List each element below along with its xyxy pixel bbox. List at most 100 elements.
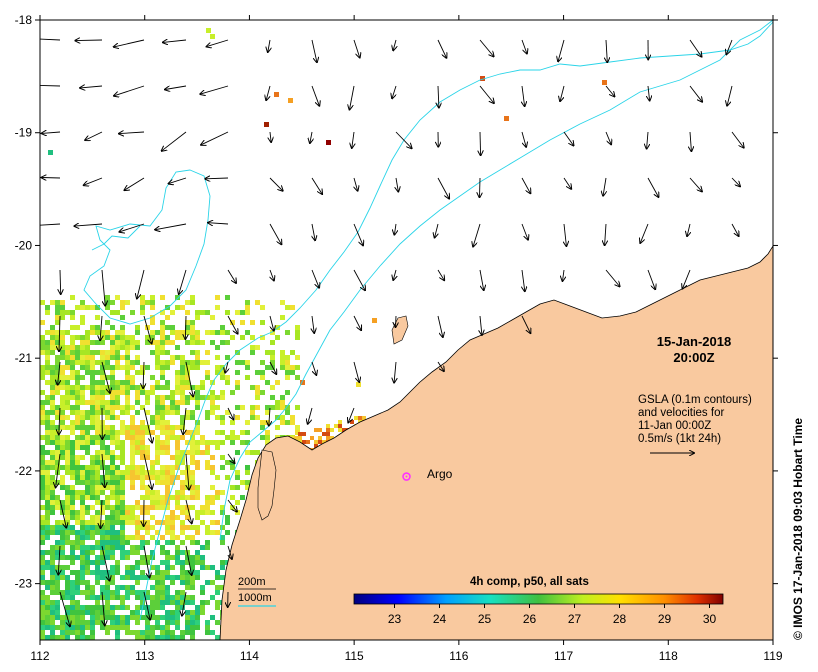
sst-cell: [220, 330, 225, 335]
sst-cell: [95, 340, 100, 345]
sst-cell: [175, 400, 180, 405]
sst-cell: [120, 490, 125, 495]
sst-cell: [195, 450, 200, 455]
sst-cell: [285, 360, 290, 365]
sst-cell: [80, 315, 85, 320]
sst-cell: [70, 570, 75, 575]
sst-cell: [85, 410, 90, 415]
sst-cell: [40, 365, 45, 370]
sst-cell: [195, 610, 200, 615]
sst-cell: [90, 370, 95, 375]
sst-cell: [45, 520, 50, 525]
sst-cell: [120, 355, 125, 360]
sst-pixel: [356, 382, 361, 387]
sst-cell: [170, 470, 175, 475]
sst-cell: [40, 540, 45, 545]
sst-cell: [45, 350, 50, 355]
sst-cell: [165, 575, 170, 580]
sst-cell: [45, 620, 50, 625]
sst-pixel: [372, 318, 377, 323]
colorbar-tick-label: 24: [433, 612, 447, 626]
sst-cell: [135, 430, 140, 435]
sst-cell: [45, 485, 50, 490]
sst-cell: [40, 390, 45, 395]
sst-cell: [145, 560, 150, 565]
sst-cell-warm: [338, 420, 342, 424]
sst-cell: [85, 490, 90, 495]
sst-cell: [90, 410, 95, 415]
sst-cell: [65, 445, 70, 450]
sst-cell: [100, 510, 105, 515]
sst-cell: [90, 610, 95, 615]
sst-cell: [85, 370, 90, 375]
sst-cell: [40, 565, 45, 570]
sst-cell: [170, 330, 175, 335]
sst-cell: [105, 455, 110, 460]
sst-cell: [230, 485, 235, 490]
sst-cell: [100, 450, 105, 455]
velocity-arrow: [120, 223, 145, 232]
sst-cell: [40, 505, 45, 510]
velocity-arrow: [683, 269, 691, 289]
sst-cell: [110, 515, 115, 520]
sst-cell: [110, 610, 115, 615]
sst-cell: [45, 420, 50, 425]
sst-cell: [110, 355, 115, 360]
sst-cell: [95, 325, 100, 330]
sst-cell: [45, 450, 50, 455]
plot-frame: [39, 19, 774, 641]
sst-cell: [85, 520, 90, 525]
sst-cell: [170, 540, 175, 545]
sst-cell: [90, 545, 95, 550]
sst-cell: [270, 340, 275, 345]
sst-cell: [75, 455, 80, 460]
sst-cell: [130, 510, 135, 515]
sst-cell: [45, 460, 50, 465]
sst-cell: [85, 620, 90, 625]
sst-cell: [120, 445, 125, 450]
sst-cell: [155, 635, 160, 640]
sst-cell: [185, 320, 190, 325]
sst-cell: [60, 425, 65, 430]
map-time: 20:00Z: [673, 350, 715, 365]
sst-cell: [55, 425, 60, 430]
sst-cell: [170, 565, 175, 570]
sst-cell: [170, 310, 175, 315]
sst-cell: [125, 575, 130, 580]
sst-cell: [195, 550, 200, 555]
velocity-arrow: [201, 131, 229, 145]
sst-cell: [165, 350, 170, 355]
sst-cell: [55, 625, 60, 630]
sst-cell: [185, 620, 190, 625]
sst-cell: [125, 350, 130, 355]
sst-cell: [60, 615, 65, 620]
sst-cell: [150, 375, 155, 380]
velocity-arrow: [311, 177, 322, 194]
sst-cell: [100, 560, 105, 565]
sst-cell: [160, 500, 165, 505]
sst-cell: [200, 385, 205, 390]
sst-cell: [130, 550, 135, 555]
sst-cell: [140, 455, 145, 460]
sst-cell: [70, 600, 75, 605]
sst-cell: [180, 565, 185, 570]
sst-cell: [75, 465, 80, 470]
sst-cell: [160, 365, 165, 370]
x-tick-label: 114: [240, 649, 259, 663]
sst-cell: [60, 590, 65, 595]
sst-cell: [135, 535, 140, 540]
sst-cell: [115, 540, 120, 545]
sst-cell: [50, 635, 55, 640]
sst-cell: [85, 535, 90, 540]
velocity-arrow: [40, 223, 61, 226]
velocity-arrow: [42, 132, 61, 133]
velocity-arrow: [437, 39, 446, 58]
sst-cell: [120, 605, 125, 610]
sst-cell: [145, 525, 150, 530]
sst-cell: [210, 390, 215, 395]
sst-cell: [150, 430, 155, 435]
sst-cell: [85, 570, 90, 575]
sst-cell: [120, 525, 125, 530]
velocity-arrow: [563, 177, 571, 189]
sst-cell: [70, 530, 75, 535]
